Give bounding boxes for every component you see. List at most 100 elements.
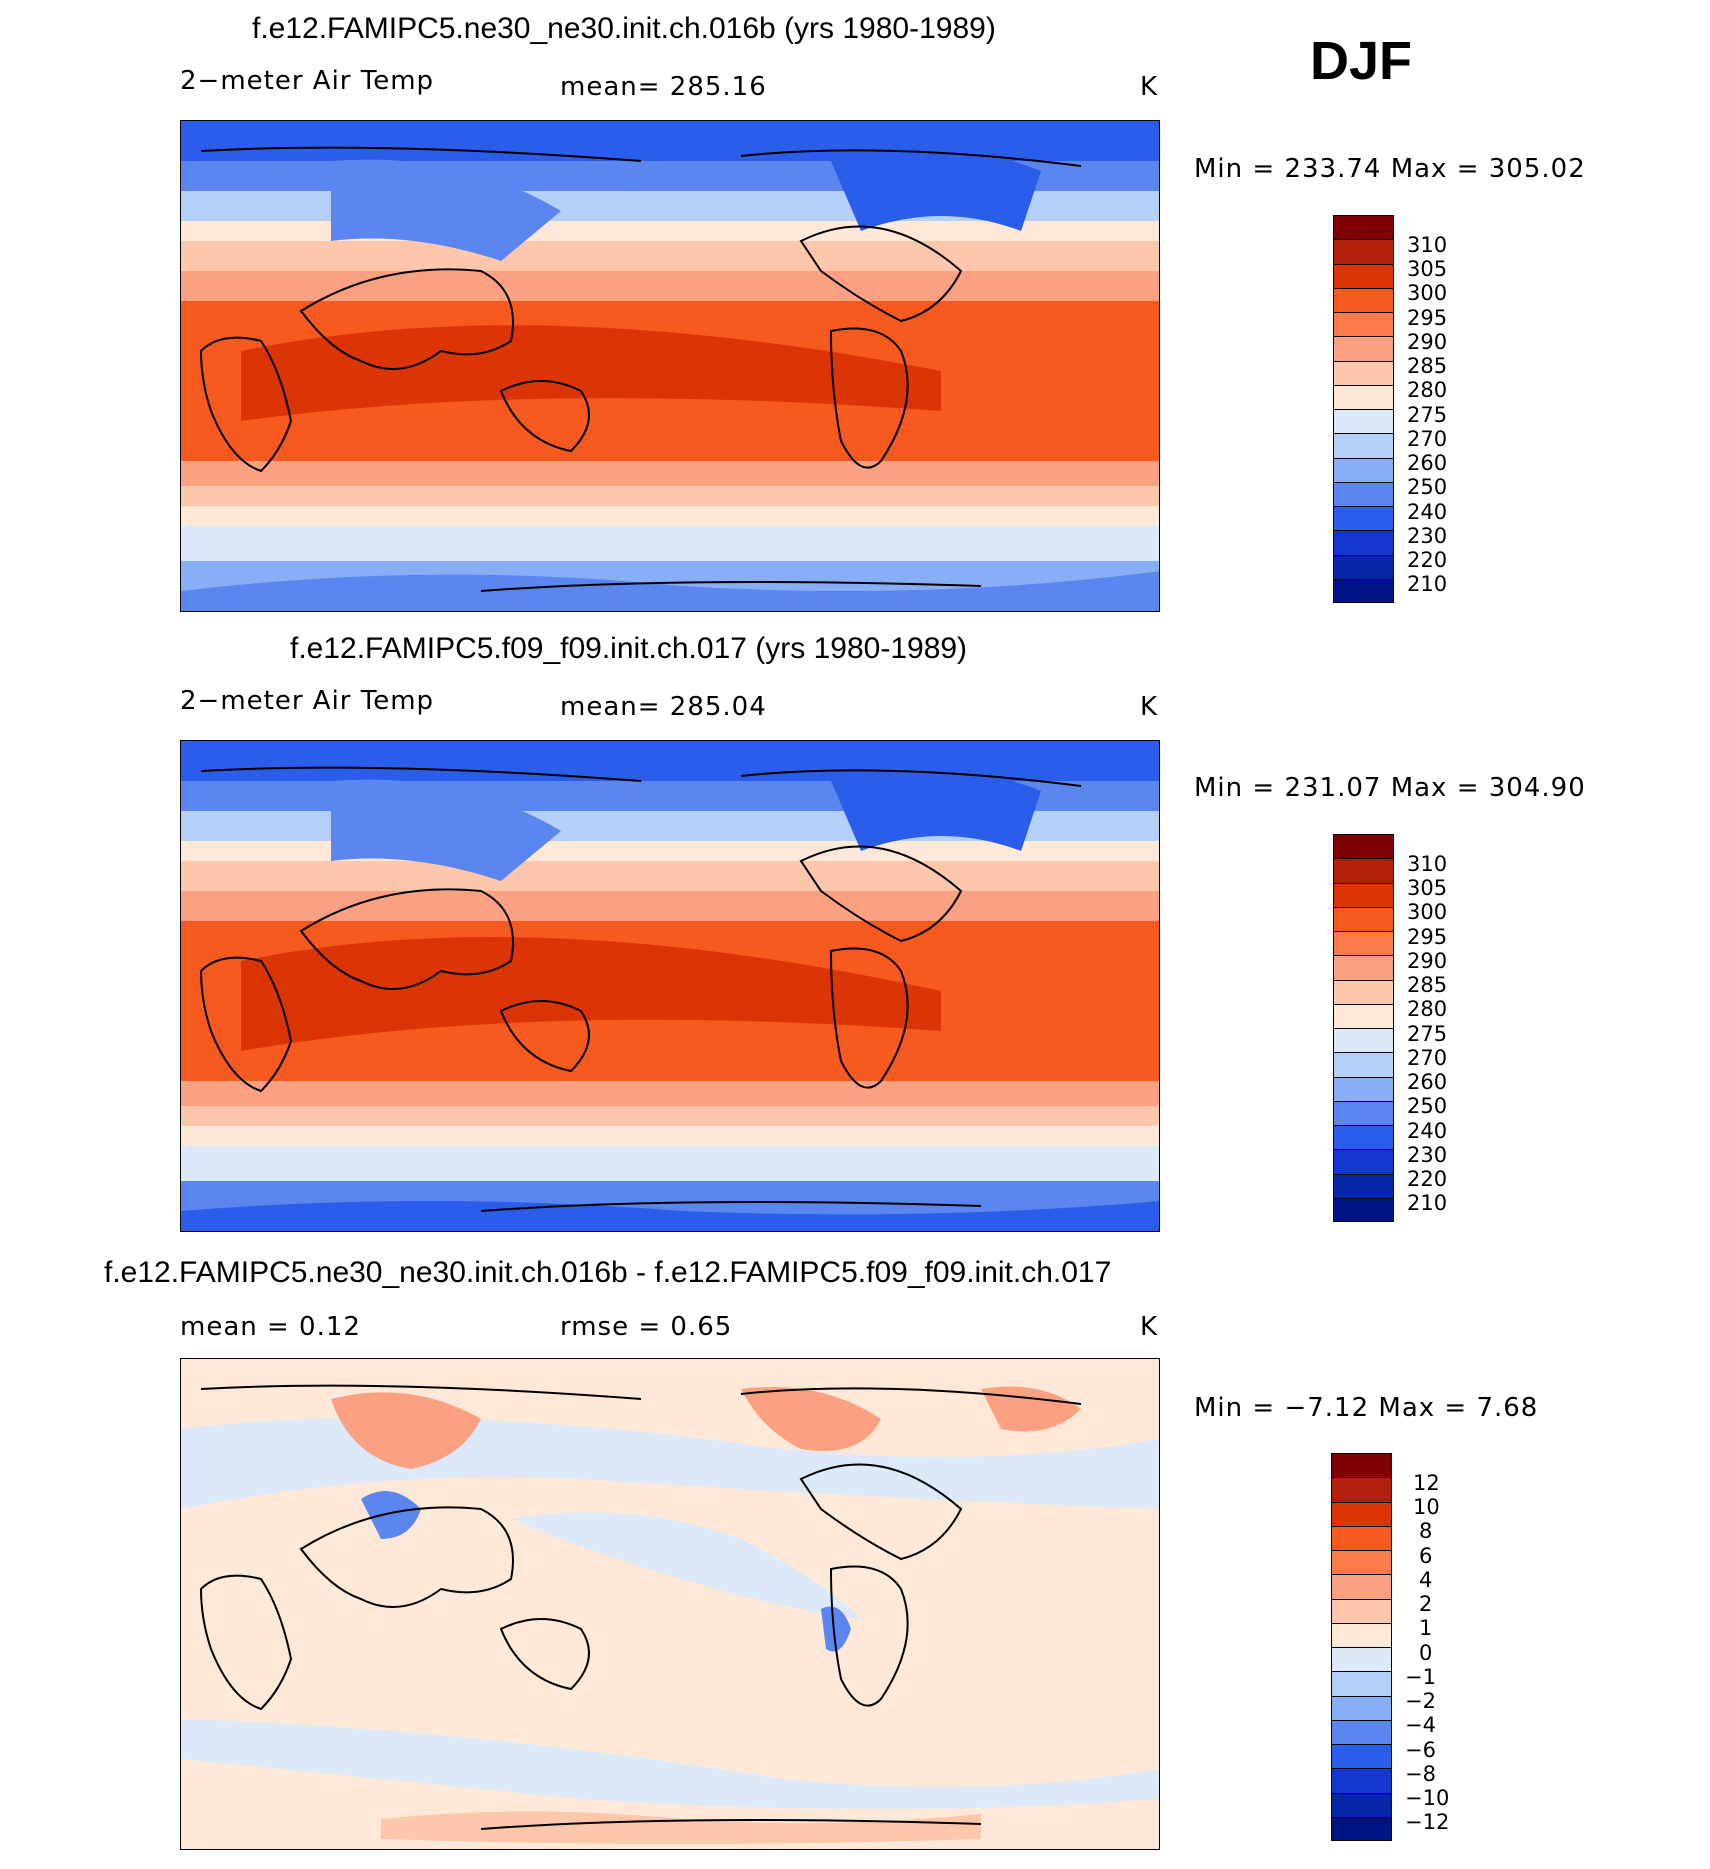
colorbar-swatch: [1334, 410, 1393, 435]
colorbar-swatch: [1334, 337, 1393, 362]
panel-2-units: K: [1140, 692, 1159, 722]
colorbar-label: 295: [1407, 925, 1448, 949]
panel-3-map: [180, 1358, 1160, 1850]
colorbar-swatch: [1334, 264, 1393, 289]
colorbar-label: −8: [1405, 1762, 1436, 1786]
colorbar-swatch: [1332, 1454, 1391, 1479]
panel-3-colorbar: 12 10 8 6 4 2 1 0 −1 −2 −4 −6 −8 −10 −12: [1331, 1453, 1531, 1841]
colorbar-label: 285: [1407, 973, 1448, 997]
colorbar-swatch: [1332, 1696, 1391, 1721]
colorbar-label: 260: [1407, 1070, 1448, 1094]
colorbar-label: −12: [1405, 1810, 1450, 1834]
panel-3-rmse: rmse = 0.65: [560, 1312, 733, 1342]
colorbar-label: 275: [1407, 1022, 1448, 1046]
colorbar-label: 240: [1407, 1119, 1448, 1143]
colorbar-swatch: [1334, 1126, 1393, 1151]
colorbar-swatch: [1332, 1648, 1391, 1673]
colorbar-label: 220: [1407, 1167, 1448, 1191]
colorbar-swatch: [1334, 835, 1393, 860]
panel-1-map: [180, 120, 1160, 612]
panel-1-variable: 2−meter Air Temp: [180, 66, 435, 96]
colorbar-label: 285: [1407, 354, 1448, 378]
colorbar-swatch: [1332, 1769, 1391, 1794]
colorbar-swatch: [1334, 932, 1393, 957]
colorbar-label: 260: [1407, 451, 1448, 475]
colorbar-label: 300: [1407, 900, 1448, 924]
panel-2-mean: mean= 285.04: [560, 692, 767, 722]
panel-1-minmax: Min = 233.74 Max = 305.02: [1194, 154, 1586, 184]
panel-2-colorbar-swatches: [1333, 834, 1394, 1222]
colorbar-swatch: [1332, 1720, 1391, 1745]
colorbar-label: 290: [1407, 949, 1448, 973]
colorbar-swatch: [1334, 482, 1393, 507]
colorbar-swatch: [1334, 1174, 1393, 1199]
panel-3-mean: mean = 0.12: [180, 1312, 361, 1342]
colorbar-label: 0: [1419, 1641, 1433, 1665]
colorbar-swatch: [1334, 1198, 1393, 1221]
colorbar-label: 12: [1413, 1471, 1440, 1495]
colorbar-swatch: [1334, 507, 1393, 532]
colorbar-label: 220: [1407, 548, 1448, 572]
colorbar-swatch: [1334, 907, 1393, 932]
colorbar-swatch: [1334, 531, 1393, 556]
panel-2-map: [180, 740, 1160, 1232]
colorbar-label: 305: [1407, 257, 1448, 281]
colorbar-label: −2: [1405, 1689, 1436, 1713]
colorbar-swatch: [1334, 555, 1393, 580]
colorbar-label: 310: [1407, 852, 1448, 876]
colorbar-label: −10: [1405, 1786, 1450, 1810]
colorbar-label: 300: [1407, 281, 1448, 305]
panel-3-minmax: Min = −7.12 Max = 7.68: [1194, 1393, 1539, 1423]
colorbar-label: 295: [1407, 306, 1448, 330]
colorbar-swatch: [1332, 1526, 1391, 1551]
colorbar-label: 2: [1419, 1592, 1433, 1616]
panel-1-colorbar: 310 305 300 295 290 285 280 275 270 260 …: [1333, 215, 1533, 603]
colorbar-swatch: [1332, 1502, 1391, 1527]
colorbar-swatch: [1334, 1029, 1393, 1054]
colorbar-label: 210: [1407, 1191, 1448, 1215]
colorbar-swatch: [1332, 1793, 1391, 1818]
colorbar-swatch: [1334, 458, 1393, 483]
colorbar-label: 250: [1407, 475, 1448, 499]
colorbar-swatch: [1334, 288, 1393, 313]
panel-1-mean: mean= 285.16: [560, 72, 767, 102]
panel-3-colorbar-swatches: [1331, 1453, 1392, 1841]
colorbar-label: −1: [1405, 1665, 1436, 1689]
colorbar-swatch: [1334, 956, 1393, 981]
panel-1-units: K: [1140, 72, 1159, 102]
colorbar-label: 270: [1407, 427, 1448, 451]
colorbar-swatch: [1334, 883, 1393, 908]
colorbar-swatch: [1332, 1599, 1391, 1624]
colorbar-swatch: [1332, 1623, 1391, 1648]
colorbar-swatch: [1334, 216, 1393, 241]
panel-2-colorbar: 310 305 300 295 290 285 280 275 270 260 …: [1333, 834, 1533, 1222]
colorbar-label: 280: [1407, 378, 1448, 402]
colorbar-label: 230: [1407, 524, 1448, 548]
colorbar-swatch: [1334, 1004, 1393, 1029]
colorbar-label: 10: [1413, 1495, 1440, 1519]
colorbar-swatch: [1334, 313, 1393, 338]
colorbar-swatch: [1334, 1077, 1393, 1102]
colorbar-swatch: [1332, 1575, 1391, 1600]
colorbar-label: 1: [1419, 1616, 1433, 1640]
colorbar-label: 4: [1419, 1568, 1433, 1592]
colorbar-swatch: [1334, 1053, 1393, 1078]
colorbar-label: 270: [1407, 1046, 1448, 1070]
colorbar-label: 305: [1407, 876, 1448, 900]
colorbar-swatch: [1334, 579, 1393, 602]
colorbar-swatch: [1334, 240, 1393, 265]
colorbar-swatch: [1332, 1672, 1391, 1697]
panel-1-title: f.e12.FAMIPC5.ne30_ne30.init.ch.016b (yr…: [252, 12, 996, 45]
panel-3-title: f.e12.FAMIPC5.ne30_ne30.init.ch.016b - f…: [104, 1256, 1112, 1289]
panel-3-units: K: [1140, 1312, 1159, 1342]
colorbar-label: 250: [1407, 1094, 1448, 1118]
colorbar-swatch: [1332, 1817, 1391, 1840]
colorbar-swatch: [1332, 1551, 1391, 1576]
colorbar-label: 310: [1407, 233, 1448, 257]
colorbar-swatch: [1334, 980, 1393, 1005]
colorbar-label: 8: [1419, 1519, 1433, 1543]
colorbar-swatch: [1334, 859, 1393, 884]
colorbar-label: 230: [1407, 1143, 1448, 1167]
panel-2-title: f.e12.FAMIPC5.f09_f09.init.ch.017 (yrs 1…: [290, 632, 968, 665]
season-label: DJF: [1310, 31, 1413, 91]
